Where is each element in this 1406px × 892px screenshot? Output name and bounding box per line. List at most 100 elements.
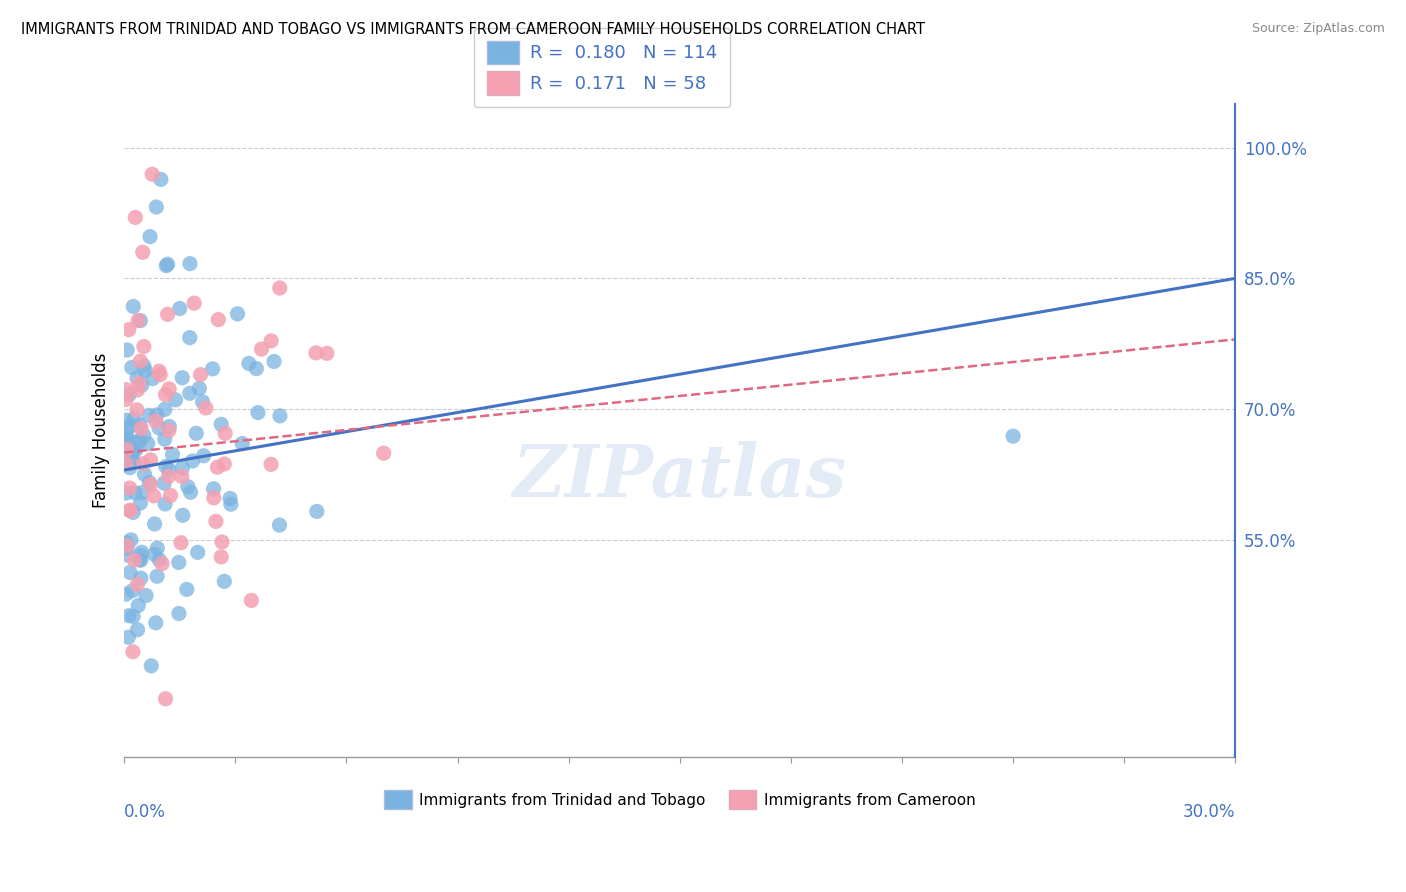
Point [162, 448, 184, 462]
Point [125, 371, 148, 385]
Point [148, 553, 170, 567]
Point [121, 645, 143, 659]
Point [139, 477, 162, 491]
Point [146, 541, 169, 556]
Point [169, 301, 191, 316]
Point [260, 334, 283, 348]
Point [118, 418, 141, 433]
Text: 30.0%: 30.0% [1182, 803, 1236, 822]
Point [127, 623, 149, 637]
Point [129, 549, 152, 563]
Point [149, 368, 172, 382]
Point [194, 401, 217, 415]
Point [219, 497, 242, 511]
Point [139, 452, 162, 467]
Point [115, 486, 138, 500]
Point [128, 418, 150, 433]
Point [122, 442, 145, 456]
Point [134, 364, 156, 378]
Point [315, 346, 337, 360]
Point [121, 583, 143, 598]
Point [191, 395, 214, 409]
Point [115, 457, 138, 471]
Point [118, 460, 141, 475]
Point [157, 424, 180, 438]
Point [128, 434, 150, 449]
Point [157, 463, 180, 477]
Point [132, 359, 155, 373]
Point [165, 392, 187, 407]
Point [172, 508, 194, 523]
Point [122, 505, 145, 519]
Point [118, 503, 141, 517]
Point [155, 459, 177, 474]
Point [149, 172, 172, 186]
Point [146, 569, 169, 583]
Point [131, 485, 153, 500]
Point [143, 516, 166, 531]
Point [157, 419, 180, 434]
Point [179, 330, 201, 344]
Point [193, 449, 215, 463]
Point [155, 259, 177, 273]
Point [176, 582, 198, 597]
Point [231, 436, 253, 450]
Point [129, 421, 152, 435]
Point [177, 480, 200, 494]
Point [245, 361, 267, 376]
Point [132, 339, 155, 353]
Point [202, 491, 225, 505]
Y-axis label: Family Households: Family Households [93, 353, 110, 508]
Point [170, 469, 193, 483]
Point [180, 485, 202, 500]
Point [146, 408, 169, 422]
Point [121, 445, 143, 459]
Point [120, 533, 142, 547]
Point [115, 435, 138, 450]
Point [135, 589, 157, 603]
Point [188, 381, 211, 395]
Point [159, 488, 181, 502]
Point [128, 434, 150, 448]
Point [263, 354, 285, 368]
Point [128, 376, 150, 391]
Point [117, 630, 139, 644]
Point [156, 257, 179, 271]
Text: 0.0%: 0.0% [124, 803, 166, 822]
Point [132, 457, 155, 471]
Point [121, 451, 143, 466]
Point [305, 504, 328, 518]
Point [201, 361, 224, 376]
Point [156, 307, 179, 321]
Point [122, 455, 145, 469]
Point [125, 442, 148, 457]
Point [141, 658, 163, 673]
Point [142, 371, 165, 385]
Point [138, 475, 160, 490]
Point [209, 549, 232, 564]
Point [150, 557, 173, 571]
Point [155, 691, 177, 706]
Point [153, 402, 176, 417]
Point [238, 356, 260, 370]
Point [183, 296, 205, 310]
Point [128, 553, 150, 567]
Legend: Immigrants from Trinidad and Tobago, Immigrants from Cameroon: Immigrants from Trinidad and Tobago, Imm… [378, 784, 981, 815]
Point [115, 452, 138, 467]
Point [207, 312, 229, 326]
Point [117, 432, 139, 446]
Point [132, 245, 155, 260]
Point [240, 593, 263, 607]
Point [115, 539, 138, 553]
Point [186, 426, 208, 441]
Point [121, 360, 143, 375]
Point [115, 413, 138, 427]
Point [127, 313, 149, 327]
Point [167, 556, 190, 570]
Point [207, 460, 229, 475]
Point [127, 577, 149, 591]
Point [142, 489, 165, 503]
Point [132, 428, 155, 442]
Point [250, 342, 273, 356]
Point [118, 387, 141, 401]
